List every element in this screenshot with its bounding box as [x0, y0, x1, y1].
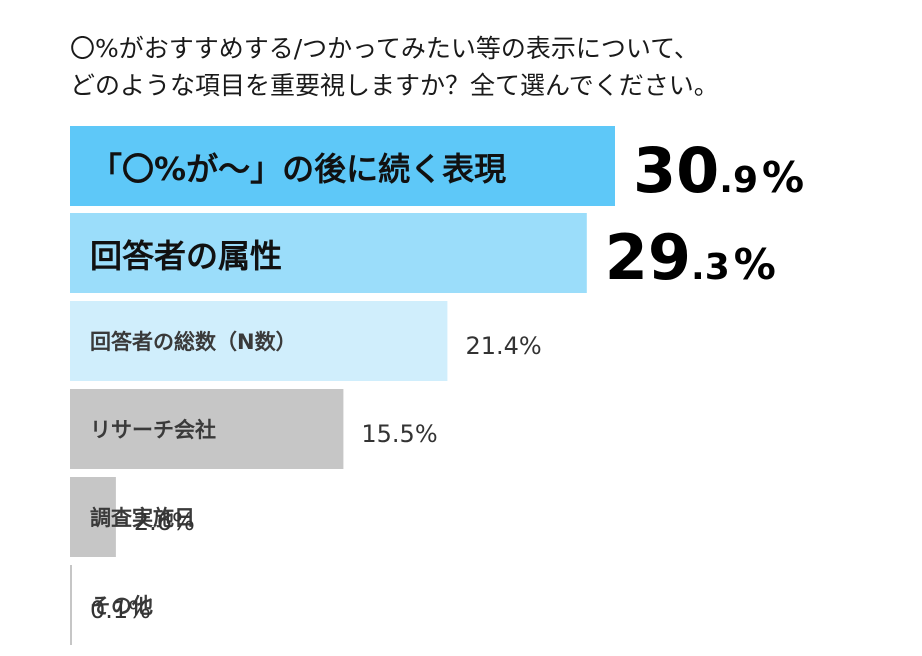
category-label-3: 回答者の総数（N数） [90, 330, 297, 354]
question-line-2: どのような項目を重要視しますか？全て選んでください。 [70, 71, 719, 100]
question-text: 〇%がおすすめする/つかってみたい等の表示について、 どのような項目を重要視しま… [70, 30, 719, 104]
category-label-4: リサーチ会社 [90, 418, 216, 442]
value-label-5: 2.6% [134, 508, 195, 536]
category-label-1: 「〇%が～」の後に続く表現 [90, 150, 506, 188]
question-line-1: 〇%がおすすめする/つかってみたい等の表示について、 [70, 34, 699, 63]
bar-5 [70, 477, 116, 557]
value-label-1: 30.9% [633, 134, 804, 207]
category-label-2: 回答者の属性 [90, 237, 282, 275]
category-label-6: その他 [90, 594, 153, 618]
category-label-5: 調査実施日 [90, 506, 195, 530]
value-label-3: 21.4% [465, 332, 541, 360]
bar-1 [70, 126, 615, 206]
bar-2 [70, 213, 587, 293]
value-label-2: 29.3% [605, 221, 776, 294]
value-label-4: 15.5% [361, 420, 437, 448]
bar-4 [70, 389, 344, 469]
value-label-6: 0.1% [90, 596, 151, 624]
bar-3 [70, 301, 448, 381]
bar-6 [70, 565, 72, 645]
